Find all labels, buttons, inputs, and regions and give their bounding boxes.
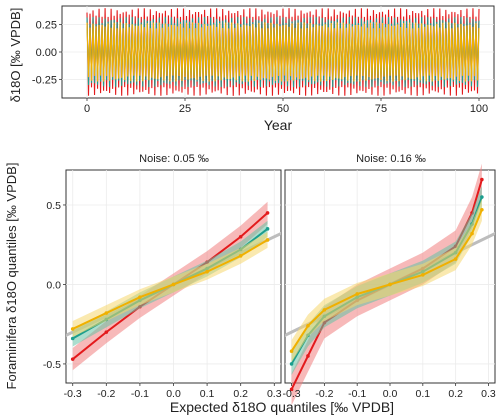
quantile-y-axis-label: Foraminifera δ18O quantiles [‰ VPDB] xyxy=(4,163,19,390)
confidence-band-yellow xyxy=(72,231,268,337)
quantile-point-red xyxy=(480,177,484,182)
y-tick-label: 0.0 xyxy=(46,279,61,291)
x-tick-label: 0.1 xyxy=(200,388,215,400)
x-tick-label: 0.0 xyxy=(383,388,398,400)
facet-label-right: Noise: 0.16 ‰ xyxy=(356,153,426,165)
quantile-point-yellow xyxy=(388,282,392,287)
x-tick-label: 100 xyxy=(470,103,488,115)
timeseries-tick-labels: 0 25 50 75 100 -0.25 0.00 0.25 xyxy=(32,20,488,115)
x-tick-label: 0.2 xyxy=(448,388,463,400)
x-tick-label: 0.3 xyxy=(267,388,282,400)
quantile-point-yellow xyxy=(265,238,270,242)
x-tick-label: -0.3 xyxy=(283,388,301,400)
quantile-point-yellow xyxy=(470,231,474,236)
quantile-point-teal xyxy=(289,362,294,366)
y-tick-label: 0.00 xyxy=(36,47,57,59)
x-tick-label: -0.3 xyxy=(64,388,82,400)
facet-left-grid xyxy=(66,170,281,383)
quantile-point-red xyxy=(238,234,243,239)
quantile-point-red xyxy=(306,354,310,358)
quantile-point-yellow xyxy=(421,273,425,277)
y-tick-label: -0.5 xyxy=(43,359,61,371)
quantile-point-teal xyxy=(480,195,484,199)
quantile-point-red xyxy=(265,211,270,215)
quantile-point-yellow xyxy=(104,311,109,315)
quantile-x-axis-label: Expected δ18O quantiles [‰ VPDB] xyxy=(170,399,394,415)
quantile-point-yellow xyxy=(238,254,243,258)
quantile-point-yellow xyxy=(171,282,176,287)
quantile-point-red xyxy=(104,330,109,334)
facet-label-left: Noise: 0.05 ‰ xyxy=(139,153,209,165)
facet-panel-right: Noise: 0.16 ‰ -0.3 -0.2 -0.1 0.0 0.1 0.2 0.3 xyxy=(283,153,496,406)
x-tick-label: -0.1 xyxy=(131,388,149,400)
x-tick-label: 75 xyxy=(375,103,387,115)
y-tick-label: 0.5 xyxy=(46,200,61,212)
y-tick-label: -0.25 xyxy=(32,74,57,86)
quantile-point-red xyxy=(70,357,75,361)
quantile-point-teal xyxy=(70,336,75,341)
quantile-point-yellow xyxy=(306,323,310,328)
quantile-point-yellow xyxy=(289,349,294,354)
y-tick-label: 0.25 xyxy=(36,20,57,32)
x-tick-label: 0.1 xyxy=(416,388,431,400)
x-tick-label: 0.3 xyxy=(481,388,496,400)
x-tick-label: 0.0 xyxy=(166,388,181,400)
x-tick-label: -0.1 xyxy=(348,388,366,400)
timeseries-series-yellow xyxy=(86,22,480,82)
timeseries-y-axis-label: δ18O [‰ VPDB] xyxy=(8,8,23,103)
quantile-point-yellow xyxy=(70,327,75,331)
quantile-point-yellow xyxy=(480,207,484,212)
x-tick-label: -0.2 xyxy=(97,388,115,400)
quantile-point-red xyxy=(289,387,294,392)
facet-left-tick-labels: -0.3 -0.2 -0.1 0.0 0.1 0.2 0.3 -0.5 0.0 0.5 xyxy=(43,200,282,400)
quantile-point-yellow xyxy=(205,269,209,274)
facet-right-tick-labels: -0.3 -0.2 -0.1 0.0 0.1 0.2 0.3 xyxy=(283,383,496,400)
quantile-point-yellow xyxy=(322,308,327,312)
quantile-point-teal xyxy=(265,227,270,231)
facet-panel-left: Noise: 0.05 ‰ -0.3 -0.2 -0.1 0.0 0.1 0.2 0.3-0… xyxy=(43,153,282,400)
x-tick-label: 0 xyxy=(84,103,90,115)
quantile-point-yellow xyxy=(453,257,458,261)
x-tick-label: 25 xyxy=(179,103,191,115)
x-tick-label: 50 xyxy=(277,103,289,115)
x-tick-label: 0.2 xyxy=(233,388,248,400)
x-tick-label: -0.2 xyxy=(315,388,333,400)
timeseries-panel: 0 25 50 75 100 -0.25 0.00 0.25 δ18O [‰ VPDB] Ye… xyxy=(8,5,495,133)
facet-right-series xyxy=(289,163,484,406)
confidence-band-yellow xyxy=(291,198,482,363)
facet-left-series xyxy=(70,201,270,371)
timeseries-x-axis-label: Year xyxy=(264,117,293,133)
quantile-point-yellow xyxy=(138,295,142,299)
quantile-point-yellow xyxy=(355,292,359,296)
timeseries-lines xyxy=(86,8,480,96)
